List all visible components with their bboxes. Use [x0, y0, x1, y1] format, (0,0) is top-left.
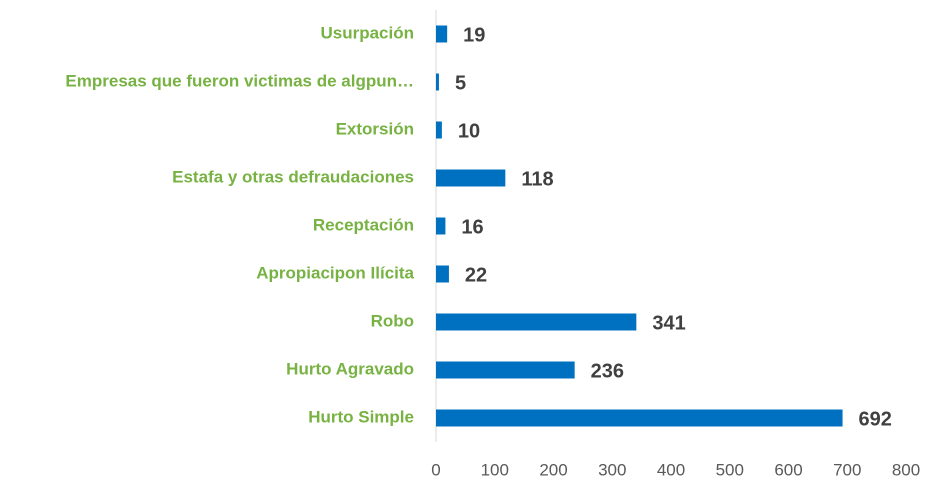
category-label: Hurto Agravado	[286, 359, 414, 378]
value-label: 236	[591, 360, 624, 382]
value-label: 341	[652, 312, 685, 334]
category-label: Estafa y otras defraudaciones	[172, 167, 414, 186]
category-label: Hurto Simple	[308, 407, 414, 426]
bar	[436, 25, 448, 43]
x-tick-label: 600	[774, 460, 802, 479]
bar	[436, 121, 442, 139]
bar	[436, 361, 575, 379]
category-label: Empresas que fueron victimas de algpun…	[65, 71, 414, 90]
value-label: 22	[465, 264, 487, 286]
value-label: 19	[463, 24, 485, 46]
category-label: Extorsión	[336, 119, 414, 138]
bar	[436, 217, 446, 235]
value-label: 692	[859, 408, 892, 430]
bar	[436, 313, 637, 331]
x-tick-label: 300	[598, 460, 626, 479]
bar	[436, 169, 506, 187]
category-label: Receptación	[313, 215, 414, 234]
x-tick-label: 700	[833, 460, 861, 479]
bar	[436, 73, 439, 91]
category-label: Usurpación	[320, 23, 414, 42]
bar	[436, 409, 843, 427]
bar	[436, 265, 449, 283]
x-tick-label: 200	[539, 460, 567, 479]
value-label: 16	[461, 216, 483, 238]
x-tick-label: 800	[892, 460, 920, 479]
value-label: 5	[455, 72, 466, 94]
category-label: Apropiacipon Ilícita	[256, 263, 414, 282]
x-tick-label: 500	[716, 460, 744, 479]
x-tick-label: 400	[657, 460, 685, 479]
x-tick-label: 100	[481, 460, 509, 479]
category-label: Robo	[371, 311, 414, 330]
value-label: 118	[521, 168, 553, 190]
x-tick-label: 0	[431, 460, 440, 479]
value-label: 10	[458, 120, 480, 142]
